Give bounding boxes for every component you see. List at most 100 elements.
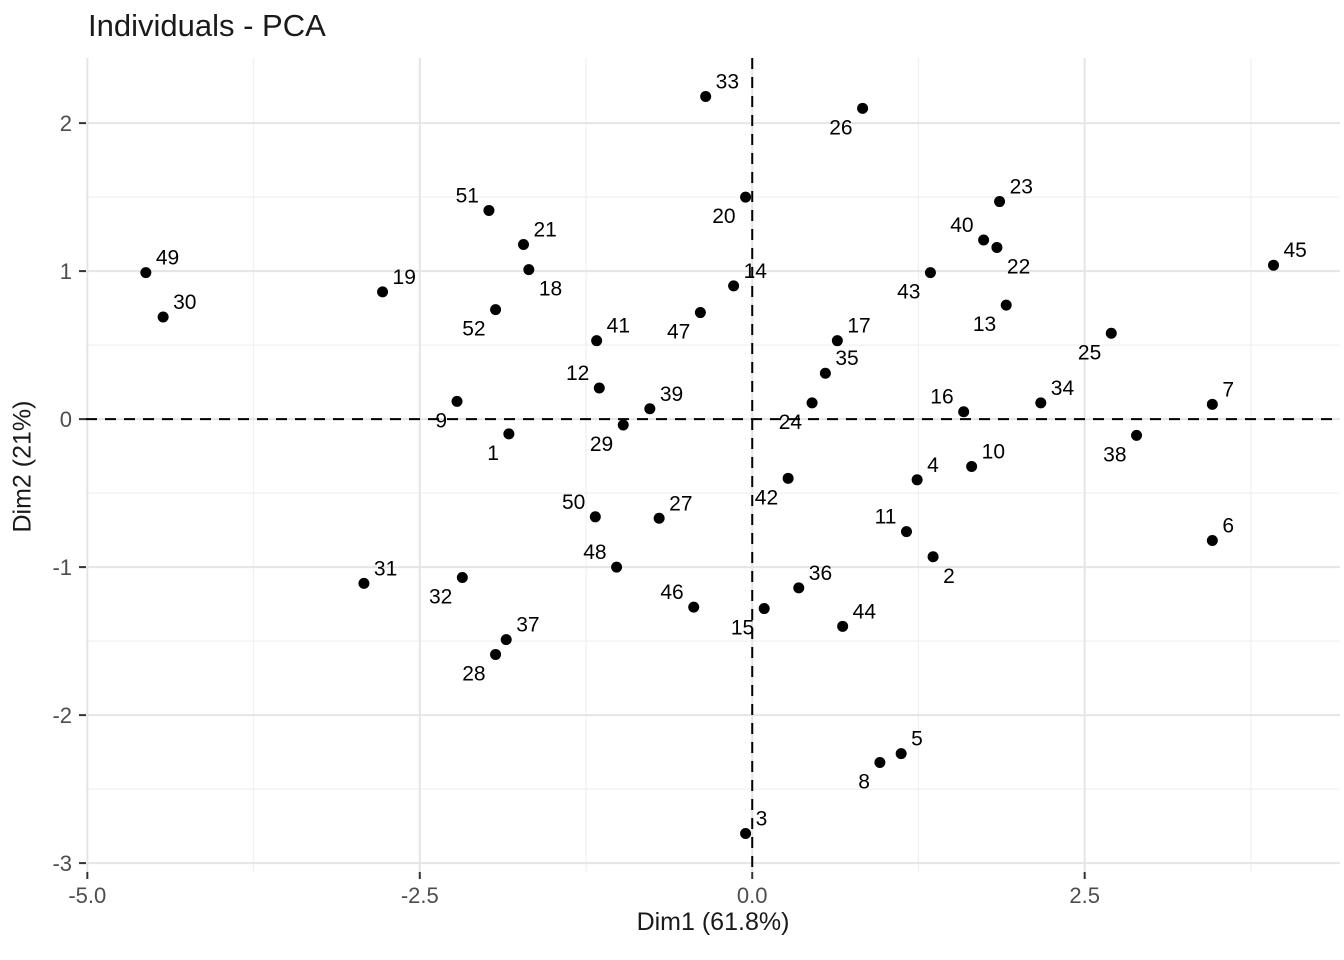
- data-point: [1105, 327, 1117, 339]
- point-label: 36: [809, 562, 832, 585]
- x-tick-label: -5.0: [68, 883, 106, 908]
- point-label: 22: [1007, 255, 1030, 278]
- data-point: [1268, 259, 1280, 271]
- data-point: [994, 196, 1006, 208]
- point-label: 39: [660, 383, 683, 406]
- data-point: [694, 307, 706, 319]
- data-point: [978, 234, 990, 246]
- point-label: 6: [1222, 514, 1234, 537]
- data-point: [451, 395, 463, 407]
- point-label: 37: [516, 614, 539, 637]
- point-label: 38: [1103, 443, 1126, 466]
- point-label: 46: [660, 581, 683, 604]
- point-label: 23: [1010, 176, 1033, 199]
- data-point: [958, 406, 970, 418]
- point-label: 15: [731, 617, 754, 640]
- point-label: 35: [835, 347, 858, 370]
- y-tick-label: -2: [52, 703, 72, 728]
- data-point: [837, 620, 849, 632]
- point-label: 45: [1284, 239, 1307, 262]
- point-label: 14: [744, 260, 768, 283]
- y-tick-label: 2: [60, 111, 72, 136]
- data-point: [611, 561, 623, 573]
- data-point: [758, 603, 770, 615]
- point-label: 7: [1222, 378, 1234, 401]
- data-point: [924, 267, 936, 279]
- point-label: 49: [156, 247, 179, 270]
- point-label: 44: [853, 600, 877, 623]
- data-point: [782, 472, 794, 484]
- data-point: [358, 577, 370, 589]
- point-label: 5: [911, 728, 923, 751]
- data-point: [483, 204, 495, 216]
- point-label: 51: [456, 184, 479, 207]
- x-tick-label: 0.0: [737, 883, 768, 908]
- data-point: [688, 601, 700, 613]
- data-point: [644, 403, 656, 415]
- y-tick-label: 0: [60, 407, 72, 432]
- data-point: [490, 648, 502, 660]
- point-label: 34: [1051, 377, 1075, 400]
- data-point: [456, 571, 468, 583]
- data-point: [740, 191, 752, 203]
- data-point: [591, 335, 603, 347]
- point-label: 32: [429, 585, 452, 608]
- point-label: 17: [847, 315, 870, 338]
- data-point: [793, 582, 805, 594]
- point-label: 10: [982, 440, 1005, 463]
- point-label: 27: [669, 492, 692, 515]
- point-label: 42: [755, 486, 778, 509]
- point-label: 31: [374, 557, 397, 580]
- point-label: 12: [566, 362, 589, 385]
- data-point: [1000, 299, 1012, 311]
- point-label: 29: [590, 433, 613, 456]
- data-point: [157, 311, 169, 323]
- point-label: 3: [756, 808, 768, 831]
- y-tick-label: 1: [60, 259, 72, 284]
- data-point: [927, 551, 939, 563]
- data-point: [991, 241, 1003, 253]
- point-label: 19: [393, 266, 416, 289]
- data-point: [874, 756, 886, 768]
- data-point: [1035, 397, 1047, 409]
- data-point: [518, 238, 530, 250]
- data-point: [617, 419, 629, 431]
- point-label: 48: [583, 541, 606, 564]
- point-label: 41: [607, 315, 630, 338]
- data-point: [653, 512, 665, 524]
- point-label: 16: [930, 386, 953, 409]
- x-axis-title: Dim1 (61.8%): [636, 908, 790, 936]
- data-point: [593, 382, 605, 394]
- point-label: 4: [927, 454, 939, 477]
- point-label: 52: [462, 318, 485, 341]
- x-tick-label: -2.5: [401, 883, 439, 908]
- y-tick-label: -3: [52, 851, 72, 876]
- data-point: [700, 90, 712, 102]
- point-label: 26: [829, 116, 852, 139]
- point-label: 20: [712, 205, 735, 228]
- data-point: [911, 474, 923, 486]
- x-tick-label: 2.5: [1069, 883, 1100, 908]
- point-label: 25: [1078, 341, 1101, 364]
- point-label: 8: [858, 770, 870, 793]
- data-point: [503, 428, 515, 440]
- data-point: [728, 280, 740, 292]
- data-point: [740, 828, 752, 840]
- data-point: [1206, 398, 1218, 410]
- data-point: [966, 460, 978, 472]
- data-point: [806, 397, 818, 409]
- point-label: 9: [435, 409, 447, 432]
- point-label: 13: [973, 313, 996, 336]
- data-point: [895, 748, 907, 760]
- point-label: 21: [534, 218, 557, 241]
- data-point: [589, 511, 601, 523]
- y-axis-title: Dim2 (21%): [8, 400, 37, 533]
- data-point: [140, 267, 152, 279]
- data-point: [490, 304, 502, 316]
- data-point: [831, 335, 843, 347]
- point-label: 50: [562, 491, 585, 514]
- data-point: [377, 286, 389, 298]
- data-point: [1131, 429, 1143, 441]
